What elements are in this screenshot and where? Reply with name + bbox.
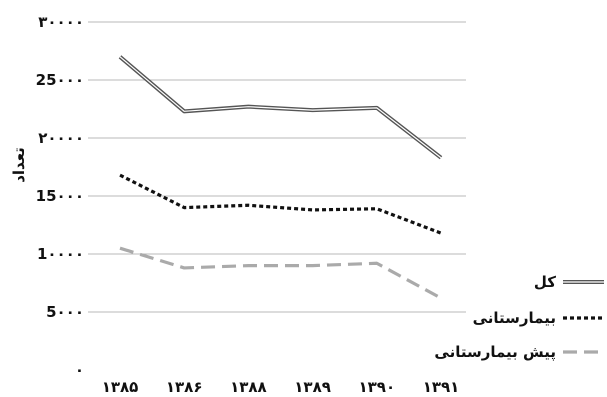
legend-label-0: کل <box>534 273 556 291</box>
y-axis-ticks: ۰ 5۰۰۰ 1۰۰۰۰ 15۰۰۰ ۲۰۰۰۰ 25۰۰۰ ۳۰۰۰۰ <box>36 13 84 379</box>
series-line-1 <box>119 173 442 235</box>
series-lines <box>118 55 443 300</box>
legend-label-1: بیمارستانی <box>473 309 556 327</box>
x-tick-label: ۱۳۹۰ <box>358 378 395 396</box>
series-line-2 <box>119 246 442 300</box>
y-tick-label: 25۰۰۰ <box>36 71 84 89</box>
y-tick-label: ۳۰۰۰۰ <box>38 13 84 31</box>
y-tick-label: ۲۰۰۰۰ <box>38 129 84 147</box>
gridlines <box>88 21 466 313</box>
y-tick-label: ۰ <box>75 361 84 379</box>
x-axis-ticks: ۱۳۸۵ ۱۳۸۶ ۱۳۸۸ ۱۳۸۹ ۱۳۹۰ ۱۳۹۱ <box>102 378 460 396</box>
legend: کل بیمارستانی پیش بیمارستانی <box>434 273 604 362</box>
series-line-inner-0 <box>119 56 442 159</box>
x-tick-label: ۱۳۸۹ <box>294 378 331 396</box>
x-tick-label: ۱۳۸۶ <box>166 378 203 396</box>
y-axis-label: تعداد <box>10 147 28 183</box>
y-tick-label: 1۰۰۰۰ <box>37 245 84 263</box>
y-tick-label: 5۰۰۰ <box>46 303 84 321</box>
series-line-0 <box>118 55 443 160</box>
x-tick-label: ۱۳۸۵ <box>102 378 139 396</box>
x-tick-label: ۱۳۸۸ <box>230 378 267 396</box>
legend-label-2: پیش بیمارستانی <box>434 343 556 362</box>
x-tick-label: ۱۳۹۱ <box>423 378 460 396</box>
y-tick-label: 15۰۰۰ <box>36 187 84 205</box>
